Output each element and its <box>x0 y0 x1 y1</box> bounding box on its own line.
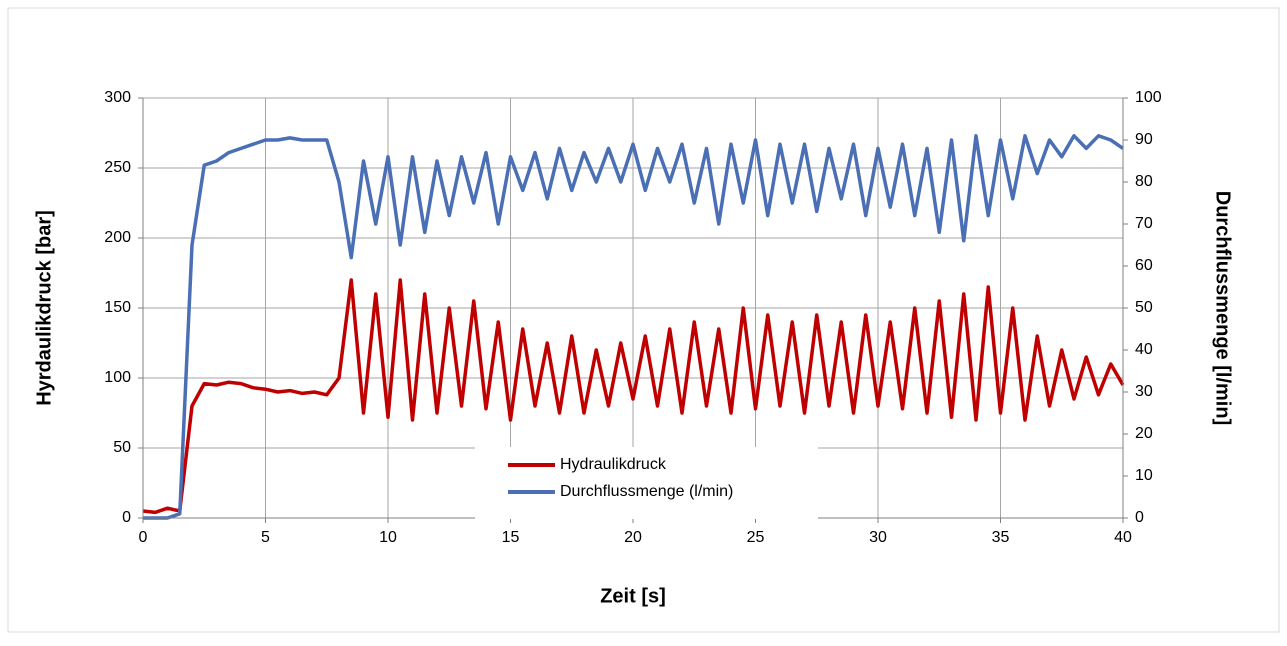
x-tick-label: 15 <box>502 529 520 546</box>
x-tick-label: 0 <box>139 529 148 546</box>
y2-tick-label: 50 <box>1135 299 1153 316</box>
y-tick-label: 50 <box>113 439 131 456</box>
y-tick-label: 250 <box>104 159 131 176</box>
data-line <box>142 278 1125 515</box>
y2-tick-label: 70 <box>1135 215 1153 232</box>
x-axis-label: Zeit [s] <box>600 585 666 607</box>
y2-tick-label: 10 <box>1135 467 1153 484</box>
chart-border <box>7 7 1280 633</box>
x-tick-label: 40 <box>1114 529 1132 546</box>
y2-tick-label: 20 <box>1135 425 1153 442</box>
y2-tick-label: 40 <box>1135 341 1153 358</box>
y2-axis-label: Durchflussmenge [l/min] <box>1212 191 1234 425</box>
y-tick-label: 100 <box>104 369 131 386</box>
legend-box <box>475 447 818 519</box>
legend-label: Hydraulikdruck <box>560 456 667 473</box>
y-tick-label: 200 <box>104 229 131 246</box>
data-line <box>143 134 1124 520</box>
x-tick-label: 20 <box>624 529 642 546</box>
y2-tick-label: 80 <box>1135 173 1153 190</box>
grid <box>142 97 1124 519</box>
y-axis-label: Hyrdaulikdruck [bar] <box>33 210 55 406</box>
x-tick-label: 30 <box>869 529 887 546</box>
y-tick-label: 150 <box>104 299 131 316</box>
y2-tick-label: 60 <box>1135 257 1153 274</box>
x-tick-label: 5 <box>261 529 270 546</box>
lines <box>142 134 1125 520</box>
y2-tick-label: 90 <box>1135 131 1153 148</box>
y-tick-label: 300 <box>104 89 131 106</box>
y2-tick-label: 100 <box>1135 89 1162 106</box>
y2-tick-label: 30 <box>1135 383 1153 400</box>
x-tick-label: 25 <box>747 529 765 546</box>
x-tick-label: 35 <box>992 529 1010 546</box>
y2-tick-label: 0 <box>1135 509 1144 526</box>
legend: Hydraulikdruck Durchflussmenge (l/min) <box>475 447 818 519</box>
legend-label: Durchflussmenge (l/min) <box>560 483 733 500</box>
x-tick-label: 10 <box>379 529 397 546</box>
y-tick-label: 0 <box>122 509 131 526</box>
axes: 0501001502002503000102030405060708090100… <box>104 89 1162 546</box>
